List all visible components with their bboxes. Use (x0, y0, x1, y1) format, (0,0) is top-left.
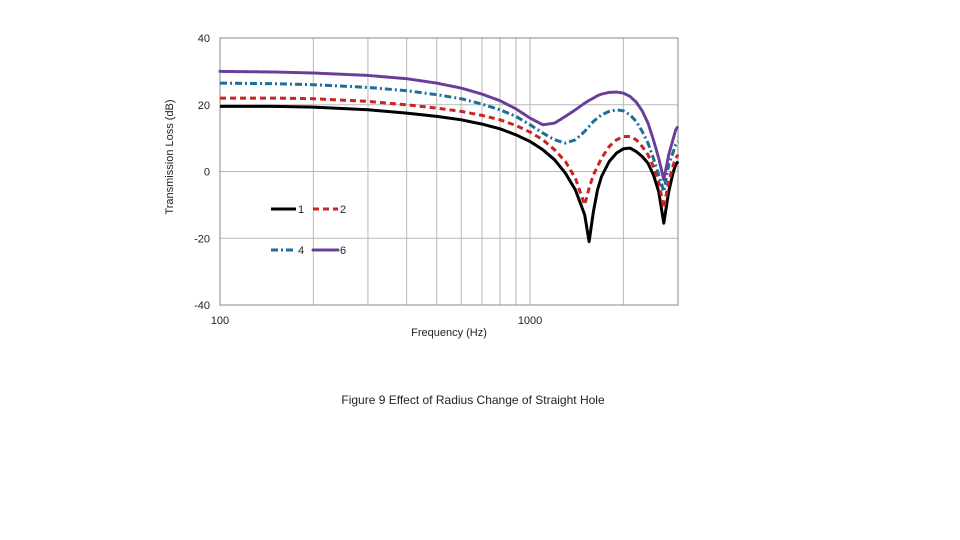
grid (220, 38, 678, 305)
y-tick-label: 0 (204, 167, 210, 179)
legend-label-2: 2 (340, 204, 346, 216)
x-tick-label: 100 (211, 315, 229, 327)
legend: 1 2 4 6 (271, 204, 346, 257)
legend-label-1: 1 (298, 204, 304, 216)
y-tick-label: -40 (194, 300, 210, 312)
y-tick-label: 40 (198, 33, 210, 45)
legend-label-6: 6 (340, 245, 346, 257)
y-tick-label: -20 (194, 233, 210, 245)
series-line-2 (220, 96, 680, 210)
figure-caption: Figure 9 Effect of Radius Change of Stra… (341, 393, 605, 407)
plot-frame (219, 37, 679, 306)
x-axis-label: Frequency (Hz) (411, 327, 487, 339)
series-line-1 (220, 104, 680, 244)
y-axis-label: Transmission Loss (dB) (164, 99, 176, 214)
y-tick-label: 20 (198, 100, 210, 112)
x-tick-label: 1000 (518, 315, 542, 327)
legend-label-4: 4 (298, 245, 304, 257)
series-line-6 (218, 69, 680, 182)
series-lines (218, 69, 680, 244)
series-line-4 (219, 81, 680, 193)
tick-labels: -40 -20 0 20 40 100 1000 (194, 33, 542, 327)
